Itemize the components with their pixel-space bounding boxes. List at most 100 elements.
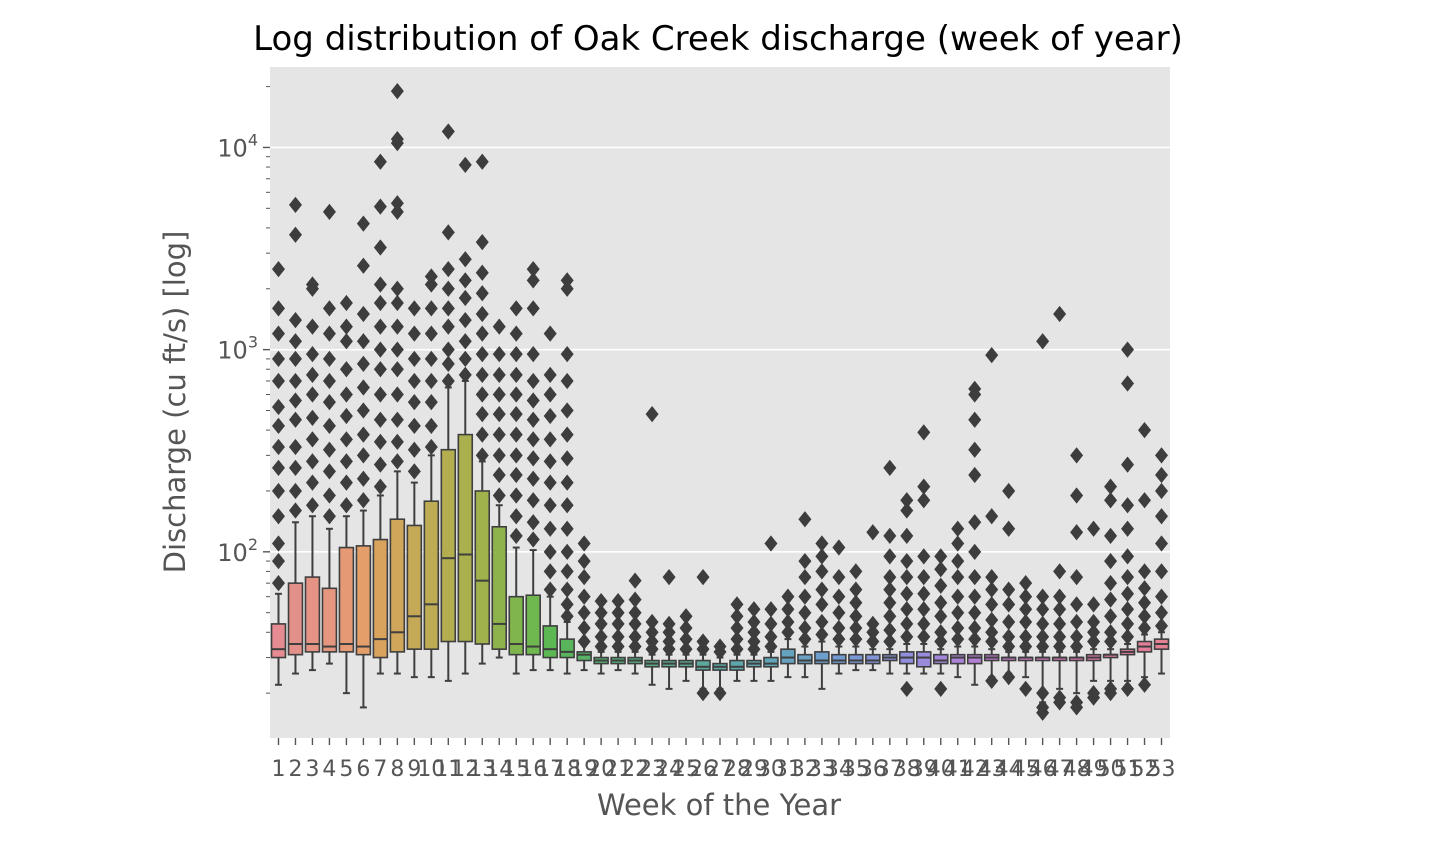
- box-week-44: [1000, 482, 1017, 686]
- outlier-point: [1053, 628, 1067, 645]
- outlier-point: [492, 487, 506, 504]
- box-week-20: [593, 593, 609, 675]
- outlier-point: [849, 581, 863, 598]
- outlier-point: [985, 508, 999, 525]
- outlier-point: [560, 520, 574, 537]
- outlier-point: [1121, 497, 1135, 514]
- outlier-point: [798, 588, 812, 605]
- box-iqr: [763, 656, 779, 668]
- box-iqr: [355, 545, 372, 656]
- outlier-point: [968, 568, 982, 586]
- chart-title: Log distribution of Oak Creek discharge …: [253, 19, 1183, 59]
- outlier-point: [968, 514, 982, 531]
- outlier-point: [373, 411, 387, 428]
- outlier-point: [594, 628, 608, 645]
- outlier-point: [288, 196, 302, 214]
- box-week-40: [932, 548, 949, 697]
- outlier-point: [271, 535, 285, 552]
- outlier-point: [339, 318, 353, 335]
- outlier-point: [1138, 492, 1152, 509]
- outlier-point: [1121, 601, 1135, 618]
- outlier-point: [560, 474, 574, 491]
- box-week-2: [287, 196, 304, 675]
- outlier-point: [662, 624, 676, 641]
- outlier-point: [1070, 596, 1084, 613]
- outlier-point: [985, 672, 999, 689]
- outlier-point: [305, 431, 319, 448]
- x-tick-label: 32: [791, 757, 819, 782]
- outlier-point: [1104, 527, 1118, 544]
- outlier-point: [390, 411, 404, 428]
- outlier-point: [577, 552, 591, 570]
- outlier-point: [883, 548, 897, 565]
- outlier-point: [356, 305, 370, 323]
- box-iqr: [559, 638, 575, 659]
- box-week-33: [814, 535, 830, 690]
- box-week-23: [644, 405, 660, 686]
- x-tick-label: 22: [621, 757, 649, 782]
- outlier-point: [1053, 689, 1067, 706]
- outlier-point: [1053, 615, 1067, 633]
- outlier-point: [492, 426, 506, 443]
- x-tick-label: 51: [1114, 757, 1142, 782]
- outlier-point: [509, 366, 523, 384]
- outlier-point: [271, 508, 285, 525]
- y-axis-ticks: 102 103 104: [217, 86, 270, 694]
- outlier-point: [543, 474, 557, 491]
- outlier-point: [1036, 685, 1050, 702]
- outlier-point: [441, 280, 455, 297]
- outlier-point: [866, 633, 880, 650]
- outlier-point: [696, 633, 710, 650]
- outlier-point: [951, 520, 965, 537]
- box-week-48: [1068, 447, 1085, 716]
- outlier-point: [356, 470, 370, 487]
- outlier-point: [934, 561, 948, 578]
- outlier-point: [441, 318, 455, 335]
- outlier-point: [390, 294, 404, 312]
- outlier-point: [1138, 421, 1152, 439]
- y-tick-label: 103: [217, 333, 258, 365]
- x-tick-label: 25: [672, 757, 700, 782]
- outlier-point: [1104, 624, 1118, 641]
- outlier-point: [1002, 520, 1016, 537]
- outlier-point: [985, 596, 999, 613]
- outlier-point: [322, 350, 336, 368]
- outlier-point: [390, 453, 404, 470]
- outlier-point: [645, 613, 659, 631]
- x-tick-label: 35: [842, 757, 870, 782]
- outlier-point: [968, 588, 982, 605]
- box-iqr: [949, 653, 966, 665]
- x-tick-label: 46: [1029, 757, 1057, 782]
- outlier-point: [883, 527, 897, 544]
- box-iqr: [491, 525, 508, 650]
- outlier-point: [560, 608, 574, 625]
- box-iqr: [321, 587, 338, 653]
- x-tick-label: 43: [978, 757, 1006, 782]
- box-week-52: [1136, 421, 1153, 693]
- outlier-point: [560, 581, 574, 598]
- outlier-point: [934, 633, 948, 650]
- outlier-point: [322, 300, 336, 317]
- outlier-point: [934, 577, 948, 594]
- outlier-point: [288, 459, 302, 477]
- outlier-point: [713, 638, 727, 655]
- x-tick-label: 12: [451, 757, 479, 782]
- outlier-point: [628, 638, 642, 655]
- outlier-point: [628, 628, 642, 645]
- box-iqr: [797, 653, 813, 665]
- outlier-point: [1019, 588, 1033, 605]
- box-week-32: [797, 511, 813, 679]
- outlier-point: [1002, 613, 1016, 631]
- outlier-point: [815, 626, 829, 643]
- outlier-point: [407, 394, 421, 411]
- x-tick-label: 37: [876, 757, 904, 782]
- outlier-point: [271, 350, 285, 368]
- outlier-point: [1138, 608, 1152, 625]
- outlier-point: [1121, 680, 1135, 697]
- outlier-point: [526, 514, 540, 531]
- outlier-point: [373, 294, 387, 312]
- outlier-point: [458, 350, 472, 368]
- outlier-point: [475, 366, 489, 384]
- outlier-point: [322, 417, 336, 434]
- outlier-point: [475, 426, 489, 443]
